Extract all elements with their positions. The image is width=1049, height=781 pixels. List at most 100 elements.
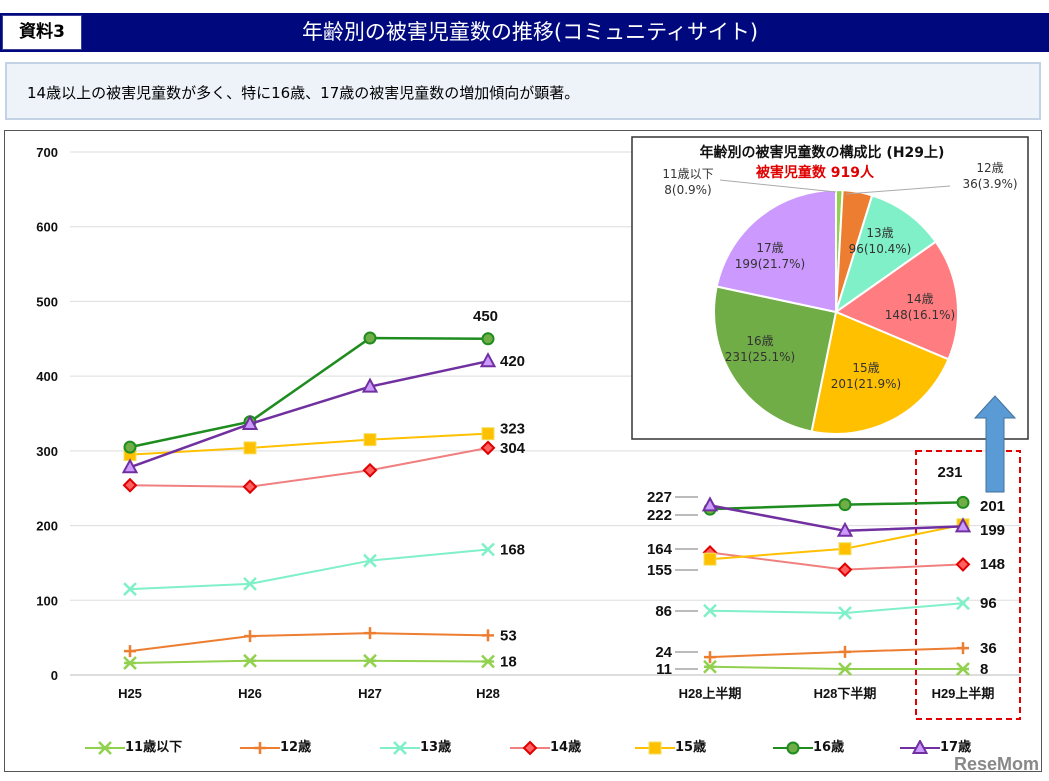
pie-label: 11歳以下 <box>662 167 713 181</box>
data-label: 450 <box>473 308 498 325</box>
pie-slice <box>834 194 938 315</box>
x-marker <box>123 582 137 596</box>
pie-label: 16歳 <box>746 334 773 348</box>
circle-marker <box>786 741 800 754</box>
asterisk-marker <box>956 662 970 676</box>
x-marker <box>956 596 970 611</box>
legend-item: 11歳以下 <box>85 736 182 756</box>
asterisk-marker <box>363 653 377 668</box>
legend-label: 13歳 <box>420 740 452 755</box>
diamond-marker <box>242 479 258 495</box>
marker-diamond <box>522 740 538 755</box>
data-label: 18 <box>500 654 517 671</box>
plus-marker <box>839 645 851 658</box>
marker-circle <box>481 332 495 346</box>
plus-marker <box>244 630 256 643</box>
marker-x <box>481 542 495 557</box>
x-marker <box>363 553 377 568</box>
document-tag: 資料3 <box>2 15 82 50</box>
plus-marker <box>124 645 136 658</box>
diamond-marker <box>122 477 138 493</box>
highlight-box <box>915 450 1021 720</box>
legend-item: 12歳 <box>240 736 311 756</box>
triangle-marker <box>361 377 379 393</box>
data-label: 304 <box>500 440 526 457</box>
x-marker <box>703 603 717 618</box>
marker-diamond <box>242 479 258 495</box>
diamond-marker <box>362 462 378 478</box>
pie-slice <box>810 310 950 435</box>
triangle-marker <box>836 521 854 537</box>
pie-value: 231(25.1%) <box>725 350 795 364</box>
legend-item: 13歳 <box>380 736 451 756</box>
square-marker <box>648 741 662 754</box>
series-line <box>129 359 489 469</box>
series-4 <box>123 427 970 566</box>
series-3 <box>122 440 971 578</box>
marker-x <box>956 596 970 611</box>
leader-line <box>845 185 951 195</box>
plus-marker <box>482 629 494 642</box>
data-label: 222 <box>647 507 672 524</box>
data-label: 86 <box>655 603 672 620</box>
header-bar: 資料3 年齢別の被害児童数の推移(コミュニティサイト) <box>0 13 1049 52</box>
asterisk-marker <box>481 654 495 669</box>
legend-swatch-icon <box>635 741 675 754</box>
square-marker <box>243 441 257 455</box>
marker-square <box>363 433 377 447</box>
series-0 <box>123 653 970 676</box>
pie-subtitle: 被害児童数 919人 <box>756 164 875 181</box>
pie-label: 17歳 <box>756 241 783 255</box>
marker-diamond <box>837 562 853 578</box>
marker-triangle <box>121 458 139 474</box>
x-marker <box>243 576 257 591</box>
diamond-marker <box>522 740 538 755</box>
diamond-marker <box>955 557 971 572</box>
marker-diamond <box>955 557 971 572</box>
y-tick-label: 700 <box>36 145 58 160</box>
marker-square <box>838 542 852 556</box>
marker-circle <box>123 440 137 454</box>
series-line <box>709 551 964 571</box>
marker-plus <box>124 645 136 658</box>
series-1 <box>124 627 969 664</box>
legend-swatch-icon <box>240 741 280 754</box>
x-marker <box>838 606 852 620</box>
x-marker <box>393 740 407 755</box>
y-tick-label: 500 <box>36 294 58 309</box>
series-line <box>129 632 489 653</box>
x-tick-label: H28上半期 <box>679 686 742 701</box>
series-6 <box>121 352 972 537</box>
x-tick-label: H27 <box>358 686 382 701</box>
legend-swatch-icon <box>510 740 550 755</box>
y-tick-label: 0 <box>51 668 58 683</box>
marker-plus <box>244 630 256 643</box>
marker-diamond <box>480 440 496 456</box>
marker-circle <box>786 741 800 754</box>
marker-x <box>363 553 377 568</box>
circle-marker <box>956 495 970 509</box>
legend-label: 11歳以下 <box>125 740 183 755</box>
legend-swatch-icon <box>85 740 125 755</box>
data-label: 199 <box>980 522 1005 539</box>
legend-swatch-icon <box>773 741 813 754</box>
pie-value: 199(21.7%) <box>735 257 805 271</box>
series-line <box>709 647 964 659</box>
marker-asterisk <box>838 662 852 676</box>
marker-x <box>393 740 407 755</box>
series-line <box>129 548 489 591</box>
page-title: 年齢別の被害児童数の推移(コミュニティサイト) <box>301 20 759 44</box>
leader-line <box>719 179 837 193</box>
marker-x <box>243 576 257 591</box>
data-label: 36 <box>980 640 997 657</box>
series-line <box>709 501 964 511</box>
marker-asterisk <box>956 662 970 676</box>
data-label: 168 <box>500 541 525 558</box>
legend-label: 14歳 <box>550 740 582 755</box>
data-label: 53 <box>500 627 517 644</box>
x-tick-label: H29上半期 <box>932 686 995 701</box>
data-label: 11 <box>656 661 672 678</box>
marker-triangle <box>241 414 259 430</box>
asterisk-marker <box>243 653 257 668</box>
